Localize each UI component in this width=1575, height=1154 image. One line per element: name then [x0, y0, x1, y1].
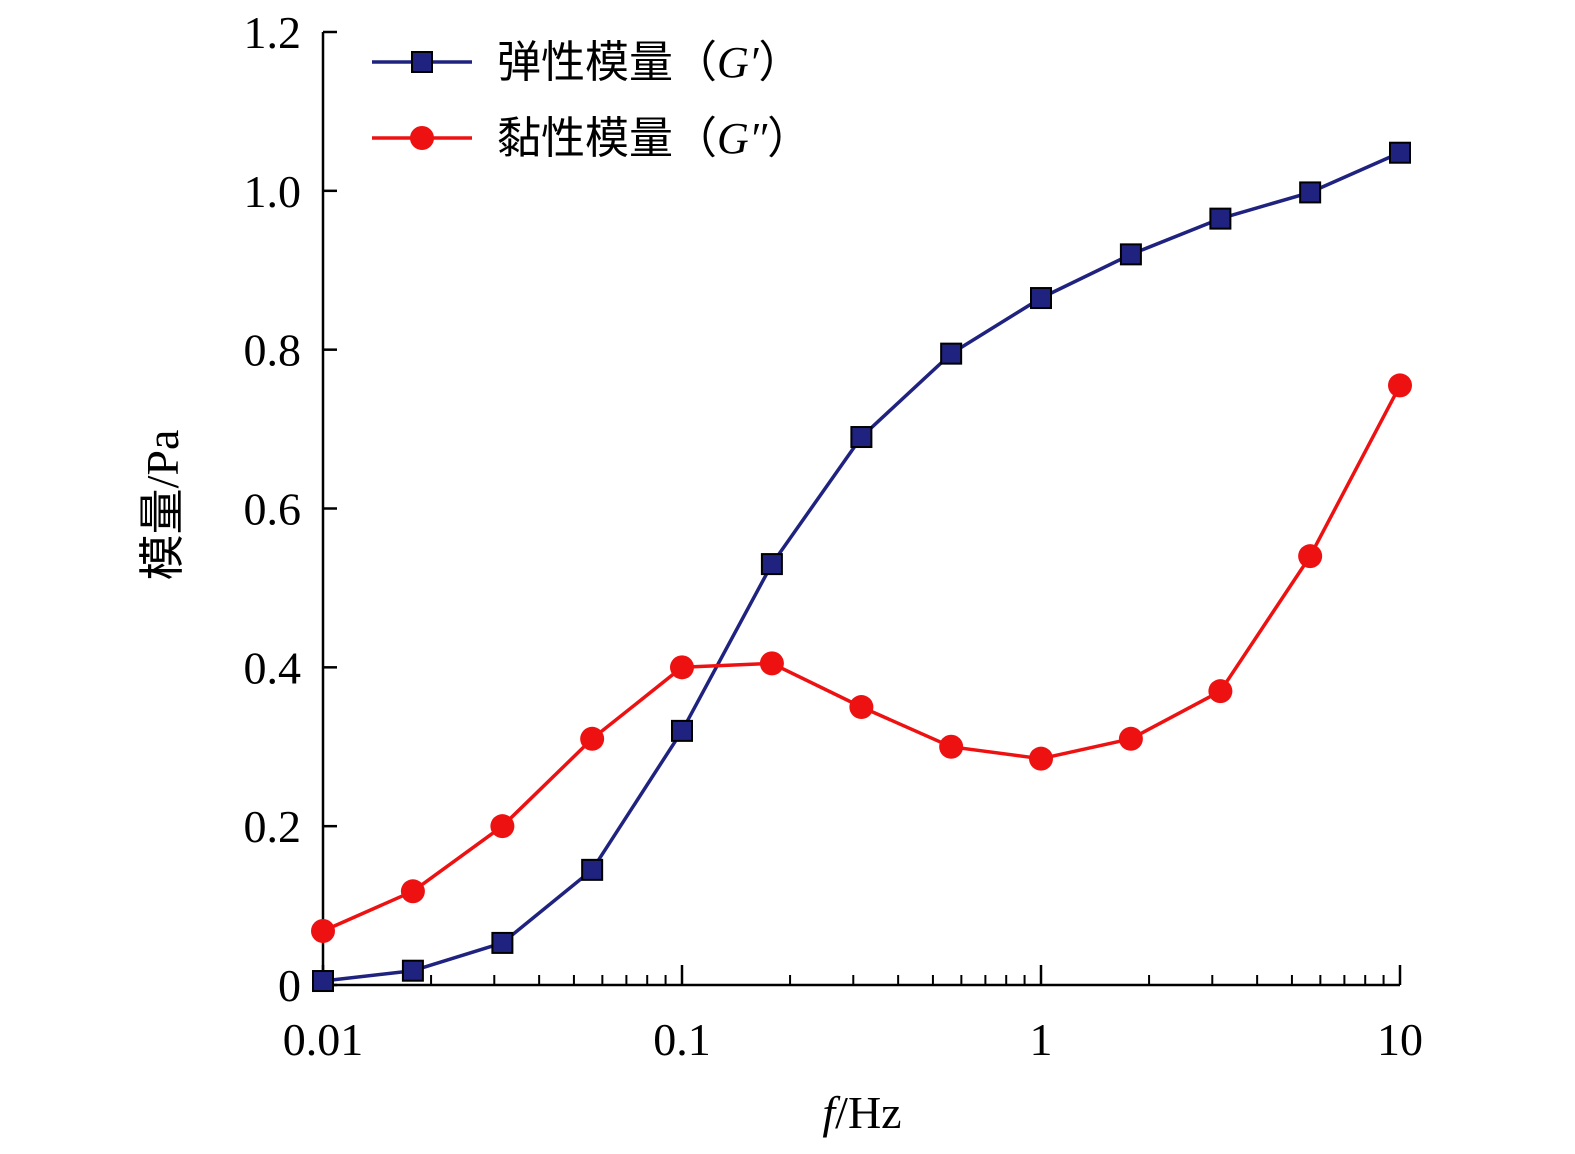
y-tick-label: 1.0: [244, 166, 302, 217]
data-point: [491, 931, 514, 954]
legend-label-symbol: G″: [717, 114, 768, 163]
legend-label-symbol: G′: [717, 38, 760, 87]
legend: 弹性模量（G′）黏性模量（G″）: [372, 37, 811, 164]
legend-item-1: 弹性模量（G′）: [372, 37, 802, 88]
x-tick-label: 10: [1377, 1014, 1423, 1065]
axes: 0 0.2 0.4 0.6 0.8 1.0 1.2 0.01 0.1 1 10: [244, 7, 1424, 1065]
y-tick-label: 1.2: [244, 7, 302, 58]
y-tick-label: 0.4: [244, 642, 302, 693]
y-tick-label: 0.6: [244, 484, 302, 535]
series-1-line: [322, 151, 1401, 983]
legend-label-text: 弹性模量（: [497, 37, 717, 88]
data-point: [1298, 544, 1323, 569]
data-point: [1029, 746, 1053, 771]
y-tick-label: 0.8: [244, 325, 302, 376]
series-1: [312, 141, 1411, 993]
series-2: [311, 373, 1412, 943]
legend-label-close: ）: [767, 113, 811, 164]
data-point: [1209, 207, 1232, 230]
data-point: [760, 553, 783, 576]
series-layer: [311, 141, 1412, 993]
y-axis-title: 模量/Pa: [137, 430, 188, 581]
legend-circle-marker: [410, 126, 434, 150]
legend-square-marker: [411, 51, 433, 73]
data-point: [850, 426, 873, 449]
data-point: [1119, 243, 1142, 266]
x-tick-label: 0.01: [283, 1014, 364, 1065]
data-point: [312, 970, 334, 993]
y-tick-label: 0.2: [244, 801, 302, 852]
data-point: [849, 695, 874, 720]
x-axis-title: f/Hz: [822, 1087, 901, 1138]
x-tick-label: 0.1: [653, 1014, 711, 1065]
data-point: [939, 734, 964, 759]
y-tick-label: 0: [278, 960, 301, 1011]
data-point: [1208, 679, 1233, 704]
legend-label: 黏性模量（G″）: [497, 113, 811, 164]
data-point: [1388, 373, 1412, 398]
data-point: [311, 918, 335, 943]
data-point: [671, 719, 693, 742]
x-tick-label: 1: [1030, 1014, 1053, 1065]
data-point: [1389, 141, 1411, 164]
data-point: [1030, 287, 1052, 310]
legend-label-text: 黏性模量（: [497, 113, 717, 164]
data-point: [581, 858, 604, 881]
data-point: [759, 651, 784, 676]
data-point: [401, 959, 424, 982]
x-axis-title-rest: /Hz: [835, 1087, 901, 1138]
data-point: [940, 342, 963, 365]
series-2-line: [322, 384, 1402, 933]
data-point: [490, 814, 515, 839]
legend-item-2: 黏性模量（G″）: [372, 113, 811, 164]
legend-label-close: ）: [758, 37, 802, 88]
data-point: [580, 726, 605, 751]
data-point: [1118, 726, 1143, 751]
legend-label: 弹性模量（G′）: [497, 37, 802, 88]
data-point: [400, 879, 425, 904]
data-point: [1299, 181, 1322, 204]
data-point: [670, 655, 694, 680]
